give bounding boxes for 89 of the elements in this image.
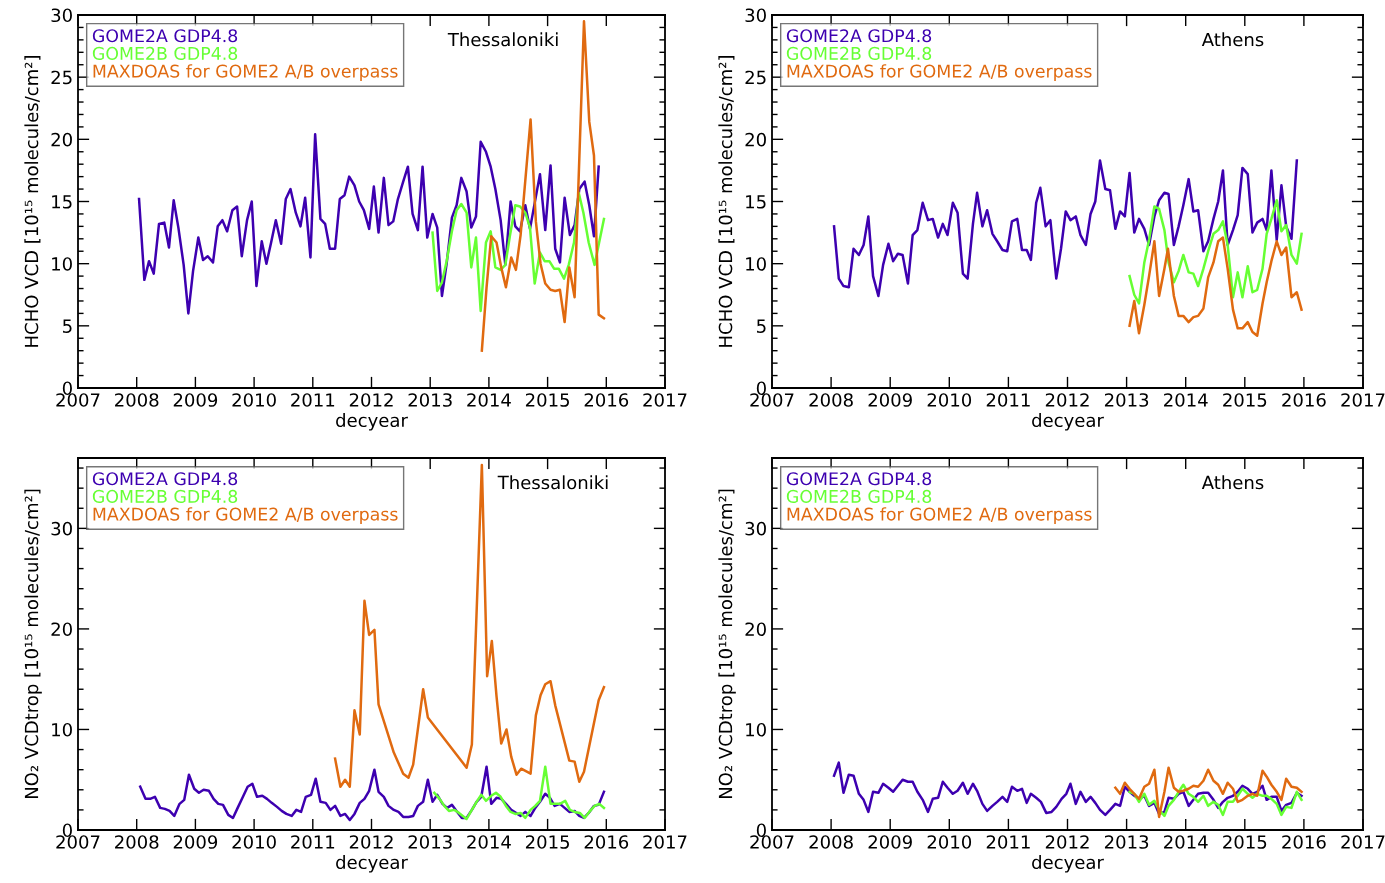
x-tick-label: 2013 bbox=[408, 835, 452, 849]
x-tick-label: 2015 bbox=[1223, 393, 1267, 407]
y-tick-label: 25 bbox=[51, 70, 72, 85]
x-tick-label: 2009 bbox=[868, 835, 912, 849]
x-axis-title: decyear bbox=[336, 855, 408, 873]
text: GOME2A GDP4.8 bbox=[92, 29, 238, 43]
x-axis-title: decyear bbox=[336, 413, 408, 431]
y-tick-label: 25 bbox=[745, 70, 766, 85]
line-series bbox=[137, 133, 600, 315]
x-tick-label: 2013 bbox=[1104, 835, 1149, 849]
text: Thessaloniki bbox=[497, 475, 608, 490]
y-tick-label: 30 bbox=[745, 521, 766, 536]
y-tick-label: 30 bbox=[51, 521, 72, 536]
y-tick-label: 30 bbox=[745, 8, 766, 23]
text: MAXDOAS for GOME2 A/B overpass bbox=[787, 64, 1092, 82]
y-tick-label: 10 bbox=[746, 722, 766, 737]
text: MAXDOAS for GOME2 A/B overpass bbox=[93, 507, 398, 525]
y-axis-title: HCHO VCD [10¹⁵ molecules/cm²] bbox=[24, 56, 41, 347]
x-tick-label: 2013 bbox=[1104, 393, 1149, 407]
x-tick-label: 2010 bbox=[232, 393, 276, 407]
text: MAXDOAS for GOME2 A/B overpass bbox=[787, 507, 1092, 525]
y-tick-label: 5 bbox=[63, 319, 72, 333]
x-tick-label: 2016 bbox=[584, 835, 629, 849]
y-tick-label: 10 bbox=[746, 257, 766, 271]
x-tick-label: 2017 bbox=[643, 835, 687, 849]
x-tick-label: 2010 bbox=[927, 393, 972, 407]
text: GOME2A GDP4.8 bbox=[92, 472, 238, 486]
text: GOME2A GDP4.8 bbox=[786, 472, 932, 486]
x-tick-label: 2011 bbox=[291, 835, 335, 849]
x-tick-label: 2008 bbox=[115, 835, 159, 849]
x-axis-title: decyear bbox=[1032, 855, 1104, 873]
text: MAXDOAS for GOME2 A/B overpass bbox=[93, 64, 398, 82]
x-tick-label: 2011 bbox=[291, 393, 335, 407]
text: GOME2B GDP4.8 bbox=[92, 46, 238, 60]
x-tick-label: 2008 bbox=[809, 835, 853, 849]
x-tick-label: 2014 bbox=[1164, 835, 1208, 849]
text: GOME2B GDP4.8 bbox=[92, 489, 238, 503]
y-tick-label: 20 bbox=[745, 622, 766, 637]
line-series bbox=[1128, 236, 1303, 338]
x-tick-label: 2010 bbox=[927, 835, 972, 849]
y-tick-label: 5 bbox=[757, 319, 766, 333]
x-tick-label: 2017 bbox=[1341, 393, 1385, 407]
x-axis-title: decyear bbox=[1032, 413, 1104, 431]
x-tick-label: 2016 bbox=[584, 393, 629, 407]
x-tick-label: 2017 bbox=[1341, 835, 1385, 849]
x-tick-label: 2016 bbox=[1282, 393, 1326, 407]
text: Athens bbox=[1201, 475, 1264, 490]
x-tick-label: 2009 bbox=[173, 835, 218, 849]
y-tick-label: 20 bbox=[51, 622, 72, 637]
y-axis-title: NO₂ VCDtrop [10¹⁵ molecules/cm²] bbox=[24, 489, 42, 799]
x-tick-label: 2013 bbox=[408, 393, 452, 407]
x-tick-label: 2012 bbox=[349, 393, 393, 407]
x-tick-label: 2011 bbox=[986, 835, 1030, 849]
text: Athens bbox=[1201, 32, 1264, 47]
x-tick-label: 2016 bbox=[1282, 835, 1326, 849]
x-tick-label: 2008 bbox=[809, 393, 853, 407]
x-tick-label: 2011 bbox=[986, 393, 1030, 407]
line-series bbox=[1128, 199, 1303, 305]
x-tick-label: 2015 bbox=[525, 393, 569, 407]
y-tick-label: 30 bbox=[51, 8, 72, 23]
line-series bbox=[433, 765, 606, 821]
x-tick-label: 2010 bbox=[232, 835, 276, 849]
x-tick-label: 2012 bbox=[349, 835, 393, 849]
x-tick-label: 2014 bbox=[467, 393, 511, 407]
y-tick-label: 20 bbox=[51, 132, 72, 147]
text: Thessaloniki bbox=[447, 32, 558, 47]
y-tick-label: 15 bbox=[746, 195, 766, 209]
text: GOME2A GDP4.8 bbox=[786, 29, 932, 43]
line-series bbox=[431, 191, 606, 313]
x-tick-label: 2008 bbox=[115, 393, 159, 407]
y-tick-label: 10 bbox=[52, 257, 72, 271]
line-series bbox=[1114, 766, 1303, 819]
x-tick-label: 2015 bbox=[525, 835, 569, 849]
y-axis-title: NO₂ VCDtrop [10¹⁵ molecules/cm²] bbox=[718, 489, 736, 799]
x-tick-label: 2014 bbox=[1164, 393, 1208, 407]
x-tick-label: 2012 bbox=[1045, 835, 1089, 849]
x-tick-label: 2017 bbox=[643, 393, 687, 407]
y-tick-label: 10 bbox=[52, 722, 72, 737]
y-tick-label: 20 bbox=[745, 132, 766, 147]
text: GOME2B GDP4.8 bbox=[786, 46, 932, 60]
line-series bbox=[832, 159, 1299, 298]
x-tick-label: 2009 bbox=[173, 393, 218, 407]
x-tick-label: 2014 bbox=[467, 835, 511, 849]
text: GOME2B GDP4.8 bbox=[786, 489, 932, 503]
x-tick-label: 2015 bbox=[1223, 835, 1267, 849]
y-tick-label: 15 bbox=[52, 195, 72, 209]
x-tick-label: 2012 bbox=[1045, 393, 1089, 407]
x-tick-label: 2009 bbox=[868, 393, 912, 407]
y-axis-title: HCHO VCD [10¹⁵ molecules/cm²] bbox=[718, 56, 735, 347]
